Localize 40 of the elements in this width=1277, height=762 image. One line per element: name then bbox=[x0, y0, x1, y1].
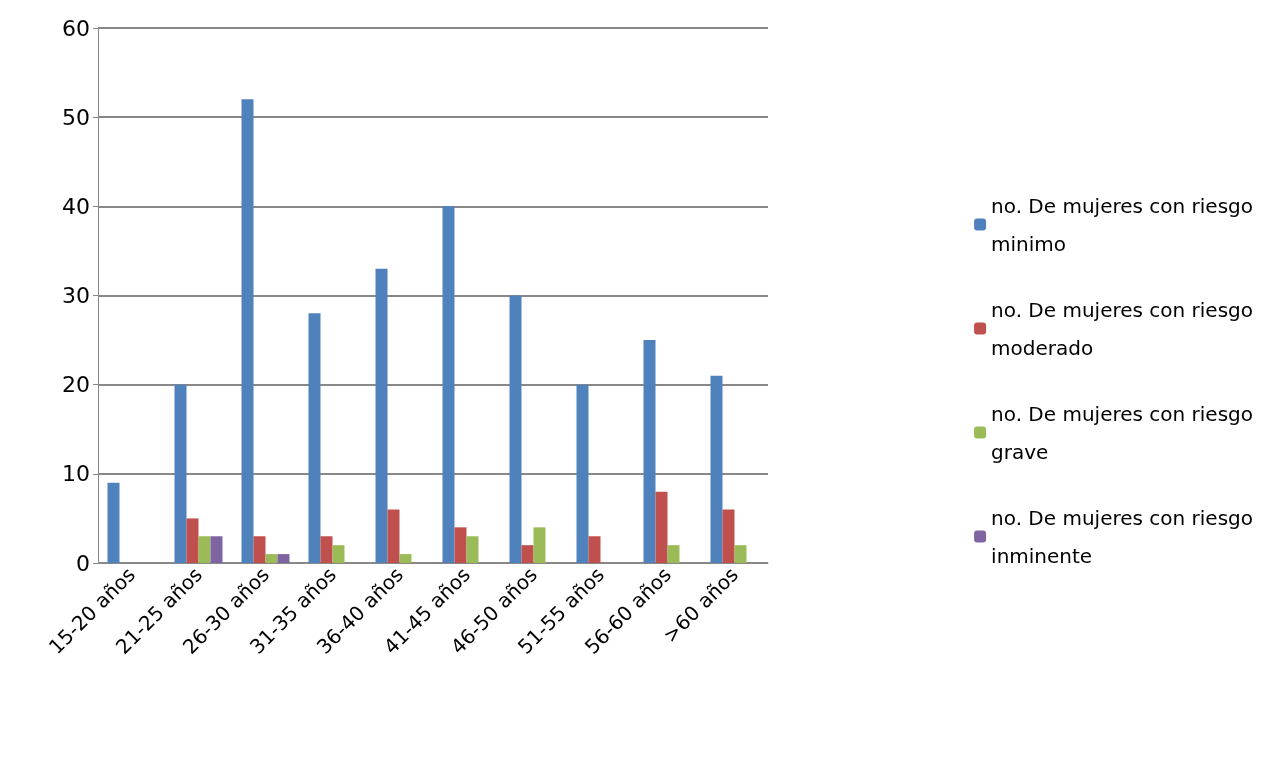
bar bbox=[210, 536, 223, 563]
bar bbox=[107, 482, 120, 563]
bar bbox=[308, 313, 321, 563]
bar bbox=[643, 340, 656, 563]
bar bbox=[454, 527, 467, 563]
bar bbox=[521, 545, 534, 563]
bar bbox=[186, 518, 199, 563]
bar bbox=[533, 527, 546, 563]
legend-label: no. De mujeres con riesgo grave bbox=[991, 401, 1254, 464]
bar bbox=[442, 206, 455, 563]
bar bbox=[198, 536, 211, 563]
bar bbox=[277, 554, 290, 563]
bar bbox=[399, 554, 412, 563]
bar bbox=[387, 509, 400, 563]
bar bbox=[174, 384, 187, 563]
bar bbox=[265, 554, 278, 563]
bar bbox=[734, 545, 747, 563]
y-tick-label: 30 bbox=[62, 283, 90, 308]
y-tick-label: 0 bbox=[76, 550, 90, 576]
y-tick-label: 60 bbox=[62, 15, 90, 41]
legend-label: no. De mujeres con riesgo moderado bbox=[991, 297, 1254, 360]
bar bbox=[576, 384, 589, 563]
bar bbox=[588, 536, 601, 563]
y-tick-label: 50 bbox=[62, 104, 90, 130]
bar bbox=[320, 536, 333, 563]
bar bbox=[667, 545, 680, 563]
bar bbox=[253, 536, 266, 563]
y-tick-label: 40 bbox=[62, 193, 90, 219]
bar bbox=[241, 99, 254, 563]
bar bbox=[466, 536, 479, 563]
legend-label: no. De mujeres con riesgo minimo bbox=[991, 193, 1254, 256]
bar bbox=[710, 375, 723, 563]
bar bbox=[722, 509, 735, 563]
y-tick-label: 20 bbox=[62, 372, 90, 398]
bar bbox=[375, 268, 388, 563]
y-tick-label: 10 bbox=[62, 461, 90, 487]
bar bbox=[655, 491, 668, 563]
bar bbox=[332, 545, 345, 563]
bar bbox=[509, 295, 522, 563]
legend-label: no. De mujeres con riesgo inminente bbox=[991, 505, 1254, 568]
